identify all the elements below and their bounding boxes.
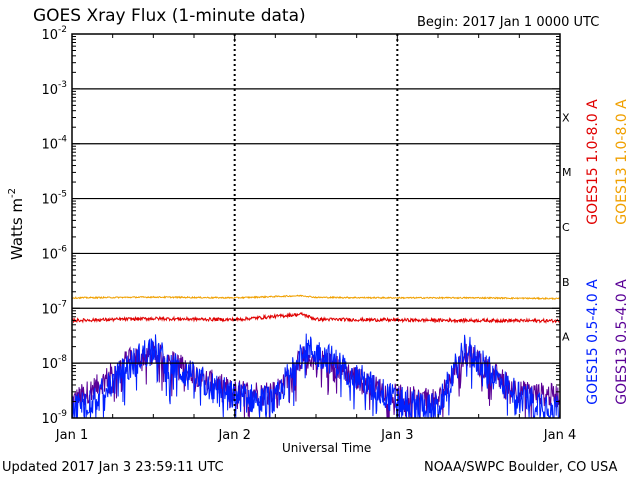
y-axis-label: Watts m-2 (7, 188, 26, 260)
legend-entry-1: GOES13 1.0-8.0 A (614, 99, 630, 225)
x-tick-label: Jan 4 (543, 428, 576, 443)
y-tick-label: 10-8 (41, 354, 67, 372)
y-tick-label: 10-7 (41, 299, 67, 317)
y-tick-label: 10-6 (41, 244, 67, 262)
y-tick-label: 10-3 (41, 80, 67, 98)
flare-class-M: M (562, 166, 572, 179)
y-tick-label: 10-4 (41, 135, 67, 153)
grid-layer (72, 34, 560, 418)
flare-class-B: B (562, 276, 570, 289)
begin-time: Begin: 2017 Jan 1 0000 UTC (417, 15, 600, 30)
updated-timestamp: Updated 2017 Jan 3 23:59:11 UTC (2, 460, 224, 475)
series-line-0 (71, 311, 561, 325)
label-layer: 10-9 10-8 10-7 10-6 10-5 10-4 10-3 10-2 Jan 1 Jan… (7, 25, 630, 443)
x-tick-label: Jan 2 (217, 428, 250, 443)
legend-entry-3: GOES13 0.5-4.0 A (614, 279, 630, 405)
flare-class-A: A (562, 331, 570, 344)
y-tick-label: 10-5 (41, 190, 67, 208)
legend-entry-2: GOES15 0.5-4.0 A (585, 279, 601, 405)
flare-class-C: C (562, 221, 570, 234)
x-tick-label: Jan 1 (55, 428, 88, 443)
series-line-1 (71, 294, 561, 301)
flare-class-X: X (562, 111, 570, 124)
y-tick-label: 10-9 (41, 409, 67, 427)
axis-layer (71, 33, 561, 419)
legend-entry-0: GOES15 1.0-8.0 A (585, 99, 601, 225)
series-line-2 (71, 333, 561, 419)
x-axis-label: Universal Time (282, 441, 372, 455)
x-tick-label: Jan 3 (380, 428, 413, 443)
y-tick-label: 10-2 (41, 25, 67, 43)
source-credit: NOAA/SWPC Boulder, CO USA (424, 460, 618, 475)
chart-title: GOES Xray Flux (1-minute data) (33, 6, 306, 26)
